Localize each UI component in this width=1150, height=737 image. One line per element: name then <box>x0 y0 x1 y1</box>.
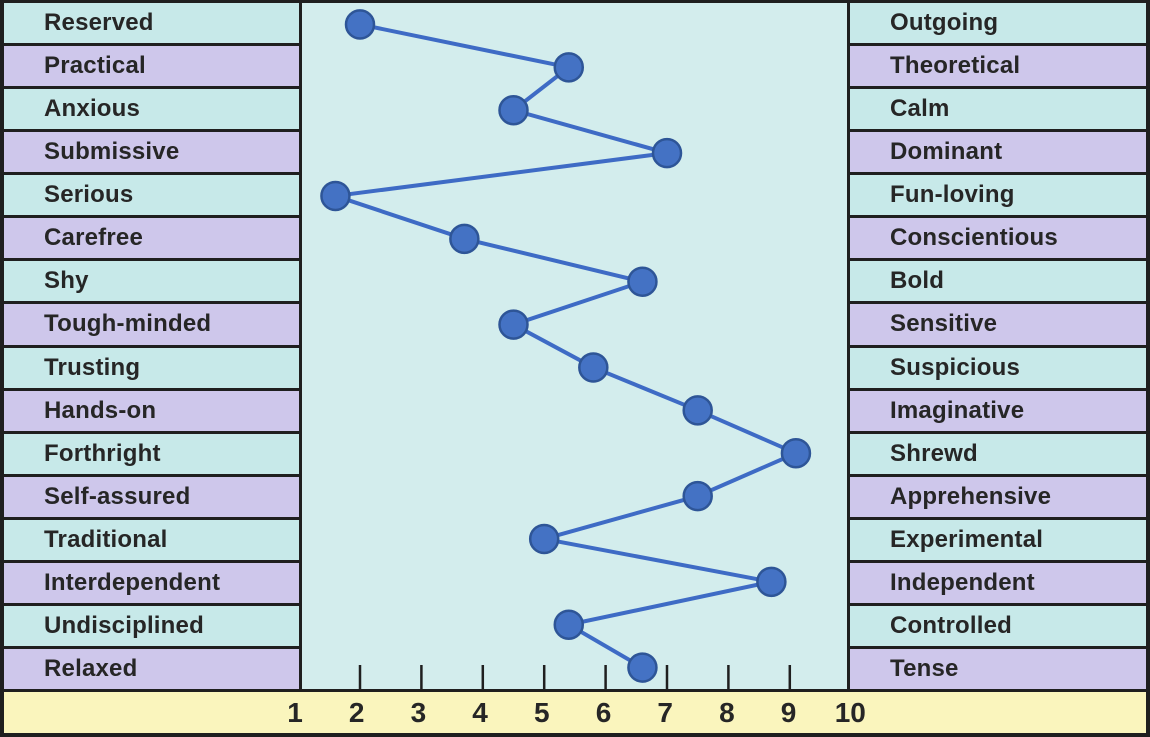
trait-label-left-forthright: Forthright <box>4 433 299 474</box>
scale-number-8: 8 <box>719 696 735 728</box>
data-point-traditional <box>528 523 560 555</box>
trait-label-right-calm: Calm <box>850 89 1146 130</box>
trait-label-left-interdependent: Interdependent <box>4 562 299 603</box>
trait-label-left-practical: Practical <box>4 46 299 87</box>
scale-axis-bar: 1 2 3 4 5 6 7 8 9 10 <box>4 692 1146 733</box>
left-trait-column: Reserved Practical Anxious Submissive Seriou… <box>4 3 299 689</box>
data-point-reserved <box>344 9 376 40</box>
data-point-serious <box>320 180 351 212</box>
scale-number-5: 5 <box>534 696 550 728</box>
trait-label-right-conscientious: Conscientious <box>850 218 1146 259</box>
trait-label-left-submissive: Submissive <box>4 132 299 173</box>
trait-label-left-self-assured: Self-assured <box>4 476 299 517</box>
trait-label-right-independent: Independent <box>850 562 1146 603</box>
scale-number-10: 10 <box>834 696 866 728</box>
scale-number-6: 6 <box>595 696 612 728</box>
data-point-submissive <box>651 137 683 169</box>
trait-label-right-controlled: Controlled <box>850 605 1146 646</box>
profile-line-plot <box>320 9 812 689</box>
trait-label-right-dominant: Dominant <box>850 132 1146 173</box>
trait-label-left-undisciplined: Undisciplined <box>4 605 299 646</box>
trait-label-left-shy: Shy <box>4 261 299 302</box>
trait-label-right-outgoing: Outgoing <box>850 3 1146 44</box>
data-point-interdependent <box>756 566 787 598</box>
data-point-shy <box>627 266 658 297</box>
trait-label-left-reserved: Reserved <box>4 3 299 44</box>
trait-label-right-theoretical: Theoretical <box>850 46 1146 87</box>
data-point-carefree <box>449 223 480 255</box>
trait-label-right-imaginative: Imaginative <box>850 390 1146 431</box>
trait-label-right-fun-loving: Fun-loving <box>850 175 1146 216</box>
trait-label-right-apprehensive: Apprehensive <box>850 476 1146 517</box>
right-trait-column: Outgoing Theoretical Calm Dominant Fun-lovin… <box>850 3 1146 689</box>
data-point-forthright <box>780 437 812 469</box>
trait-label-right-shrewd: Shrewd <box>850 433 1146 474</box>
trait-label-right-suspicious: Suspicious <box>850 347 1146 388</box>
trait-label-left-traditional: Traditional <box>4 519 299 560</box>
trait-label-left-hands-on: Hands-on <box>4 390 299 431</box>
scale-number-3: 3 <box>410 696 427 728</box>
trait-label-left-anxious: Anxious <box>4 89 299 130</box>
trait-label-right-sensitive: Sensitive <box>850 304 1146 345</box>
data-point-anxious <box>498 94 529 126</box>
scale-number-7: 7 <box>657 696 673 728</box>
trait-label-right-tense: Tense <box>850 648 1146 689</box>
plot-panel <box>302 3 847 689</box>
trait-label-left-relaxed: Relaxed <box>4 648 299 689</box>
scale-number-9: 9 <box>780 696 797 728</box>
trait-label-left-carefree: Carefree <box>4 218 299 259</box>
trait-label-left-tough-minded: Tough-minded <box>4 304 299 345</box>
trait-label-left-serious: Serious <box>4 175 299 216</box>
profile-connecting-line <box>334 22 801 670</box>
data-point-practical <box>553 52 585 83</box>
trait-label-right-bold: Bold <box>850 261 1146 302</box>
data-point-self-assured <box>682 480 713 512</box>
scale-number-1: 1 <box>287 696 303 728</box>
data-point-hands-on <box>682 395 713 426</box>
data-point-relaxed <box>627 652 658 683</box>
data-point-undisciplined <box>553 609 585 640</box>
data-point-trusting <box>578 352 609 383</box>
chart-body: Reserved Practical Anxious Submissive Seriou… <box>4 3 1146 689</box>
trait-label-right-experimental: Experimental <box>850 519 1146 560</box>
scale-number-2: 2 <box>348 696 365 728</box>
data-point-tough-minded <box>498 309 529 340</box>
trait-label-left-trusting: Trusting <box>4 347 299 388</box>
scale-number-4: 4 <box>472 696 488 728</box>
